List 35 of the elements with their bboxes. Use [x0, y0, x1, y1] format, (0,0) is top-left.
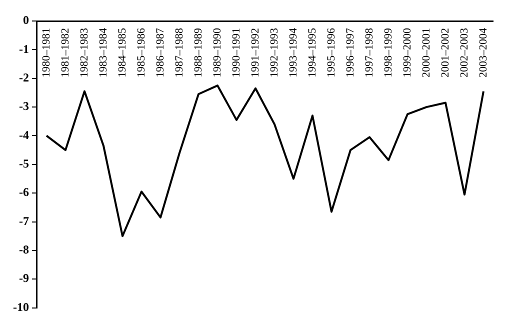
y-tick-label: -2	[18, 70, 29, 84]
y-tick-label: -4	[18, 128, 29, 142]
x-tick-label: 2001–2002	[439, 28, 452, 78]
x-tick-label: 1991–1992	[249, 28, 262, 78]
x-tick-label: 1998–1999	[382, 28, 394, 78]
x-tick-label: 1986–1987	[154, 28, 166, 78]
x-tick-label: 1981–1982	[59, 28, 72, 78]
y-tick-label: -3	[18, 99, 29, 114]
y-tick-label: -9	[18, 271, 29, 286]
y-tick-label: -7	[18, 214, 29, 228]
x-tick-label: 1992–1993	[268, 28, 280, 78]
y-tick-label: -10	[12, 300, 29, 314]
x-tick-label: 2000–2001	[420, 28, 432, 78]
x-tick-label: 1980–1981	[40, 28, 52, 78]
x-tick-label: 1982–1983	[78, 28, 90, 78]
x-tick-label: 1994–1995	[306, 28, 318, 78]
y-tick-label: -8	[18, 242, 29, 257]
x-tick-label: 1985–1986	[135, 28, 148, 78]
x-tick-label: 1987–1988	[173, 28, 186, 78]
x-tick-label: 1989–1990	[211, 28, 224, 78]
x-tick-label: 1984–1985	[116, 28, 128, 78]
x-tick-label: 1997–1998	[363, 28, 376, 78]
y-tick-label: -5	[18, 156, 29, 170]
x-tick-label: 1988–1989	[192, 28, 204, 78]
y-tick-label: 0	[22, 13, 29, 28]
x-tick-label: 1990–1991	[230, 28, 242, 78]
y-tick-label: -6	[18, 185, 29, 200]
x-tick-label: 1993–1994	[287, 28, 300, 78]
x-tick-label: 1995–1996	[325, 28, 338, 78]
x-tick-label: 1996–1997	[344, 28, 356, 78]
x-tick-label: 2002–2003	[458, 28, 470, 78]
x-tick-label: 1983–1984	[97, 28, 110, 78]
y-tick-label: -1	[18, 42, 29, 56]
x-tick-label: 2003–2004	[477, 28, 490, 78]
x-tick-label: 1999–2000	[401, 28, 414, 78]
